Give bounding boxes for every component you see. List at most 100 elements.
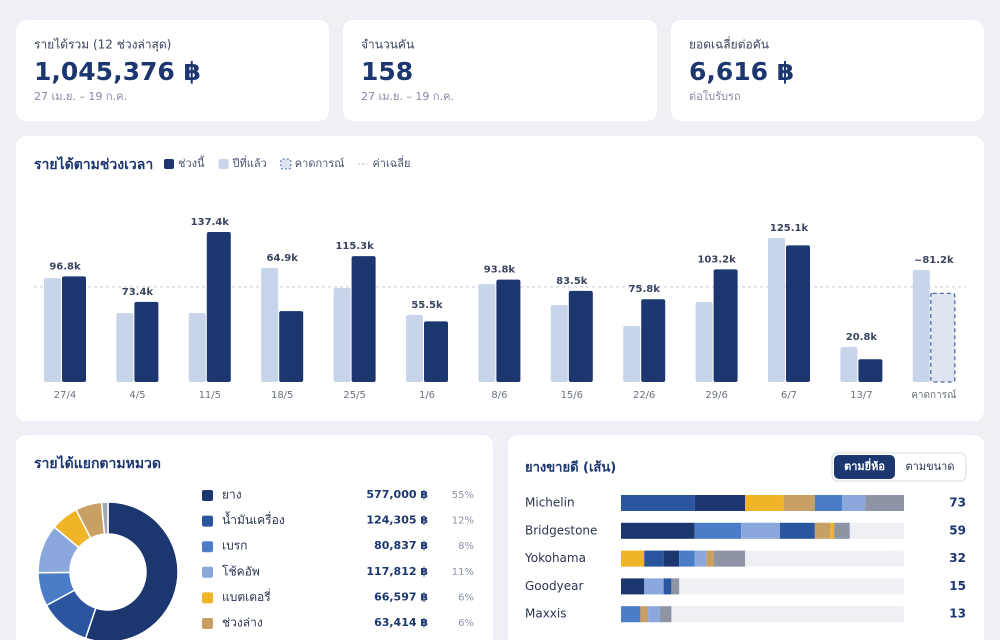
bar [496, 279, 521, 382]
share-label: 6% [458, 618, 474, 629]
total-label: 13 [949, 607, 966, 621]
bar-segment [814, 522, 831, 539]
bar-segment [621, 495, 695, 511]
bar-segment [741, 522, 780, 539]
brand-label: Maxxis [525, 607, 567, 621]
bar-segment [621, 550, 645, 567]
value-label: 73.4k [122, 287, 154, 298]
bar [858, 359, 883, 382]
value-label: 117,812 ฿ [366, 565, 428, 578]
bar-segment [644, 550, 664, 567]
bar [786, 245, 810, 382]
x-tick-label: 18/5 [271, 390, 293, 401]
toggle-label[interactable]: ตามยี่ห้อ [844, 458, 885, 473]
legend-swatch [164, 159, 174, 169]
bar [568, 290, 593, 382]
bar-segment [679, 550, 695, 567]
value-label: 125.1k [770, 223, 809, 234]
donut-slice [100, 501, 109, 535]
value-label: 66,597 ฿ [374, 590, 428, 603]
bar-segment [648, 606, 660, 623]
value-label: 20.8k [846, 332, 878, 343]
bar-segment [694, 522, 742, 539]
bar [44, 278, 61, 382]
x-tick-label: 27/4 [54, 390, 76, 401]
toggle-button[interactable] [896, 455, 964, 479]
legend-swatch [202, 618, 213, 629]
toggle-button[interactable] [834, 455, 895, 479]
toggle-label[interactable]: ตามขนาด [906, 460, 955, 473]
bar-segment [659, 606, 672, 623]
x-tick-label: 8/6 [491, 390, 507, 401]
brand-label: Bridgestone [525, 523, 597, 537]
x-tick-label: 13/7 [850, 390, 872, 401]
bar-segment [621, 578, 645, 595]
legend-swatch [202, 592, 213, 604]
value-label: 75.8k [629, 284, 661, 295]
brand-label: Michelin [525, 496, 575, 510]
legend-swatch [202, 566, 213, 578]
x-tick-label: 29/6 [705, 390, 727, 401]
bar [351, 256, 376, 382]
share-label: 11% [452, 567, 474, 578]
bar [768, 238, 785, 382]
kpi-card [16, 20, 329, 121]
bar [261, 268, 279, 382]
legend-label: เบรก [222, 539, 247, 553]
bar-segment [694, 550, 707, 567]
bar [406, 314, 423, 382]
x-tick-label: 6/7 [781, 390, 797, 401]
bar [478, 284, 496, 382]
legend-label: โช้คอัพ [222, 564, 260, 578]
total-label: 59 [949, 523, 966, 537]
bar-segment [671, 578, 680, 595]
legend-label: น้ำมันเครื่อง [222, 511, 285, 527]
bar [206, 232, 231, 382]
legend-label: คาดการณ์ [295, 157, 345, 170]
total-label: 15 [949, 579, 966, 593]
bar-segment [865, 495, 904, 511]
value-label: 63,414 ฿ [374, 616, 428, 629]
x-tick-label: 11/5 [199, 390, 221, 401]
value-label: 103.2k [697, 254, 736, 265]
bar-segment [621, 606, 641, 623]
kpi-label: รายได้รวม (12 ช่วงล่าสุด) [34, 38, 171, 53]
brand-label: Yokohama [524, 551, 586, 565]
kpi-card [671, 20, 984, 121]
bar-segment [783, 495, 815, 511]
share-label: 12% [452, 516, 474, 527]
bar-segment [841, 495, 866, 511]
kpi-label: จำนวนคัน [361, 38, 414, 52]
legend-swatch [280, 158, 292, 170]
legend-swatch [202, 515, 213, 527]
legend-swatch [202, 490, 213, 501]
bar-segment [644, 578, 664, 595]
bar [840, 346, 858, 382]
kpi-label: ยอดเฉลี่ยต่อคัน [689, 36, 769, 52]
bar [930, 292, 956, 383]
bar-segment [714, 550, 746, 567]
bar [695, 301, 713, 382]
kpi-value: 158 [361, 57, 413, 86]
legend-label: แบตเตอรี่ [222, 588, 271, 604]
chart-card [16, 136, 984, 421]
value-label: 93.8k [484, 265, 516, 276]
bar-track [621, 578, 904, 595]
value-label: 83.5k [556, 276, 588, 287]
bar-segment [779, 522, 815, 539]
bar [550, 305, 568, 382]
legend-swatch [218, 159, 229, 169]
bar [188, 313, 206, 382]
chart-title: รายได้ตามช่วงเวลา [34, 155, 153, 173]
total-label: 73 [949, 496, 966, 510]
value-label: ~81.2k [914, 255, 954, 266]
legend-swatch [202, 541, 213, 553]
kpi-value: 6,616 ฿ [689, 57, 794, 86]
share-label: 55% [452, 490, 474, 501]
value-label: 96.8k [49, 261, 81, 272]
share-label: 6% [458, 592, 474, 603]
bar [279, 311, 304, 382]
legend-label: ปีที่แล้ว [231, 155, 266, 170]
